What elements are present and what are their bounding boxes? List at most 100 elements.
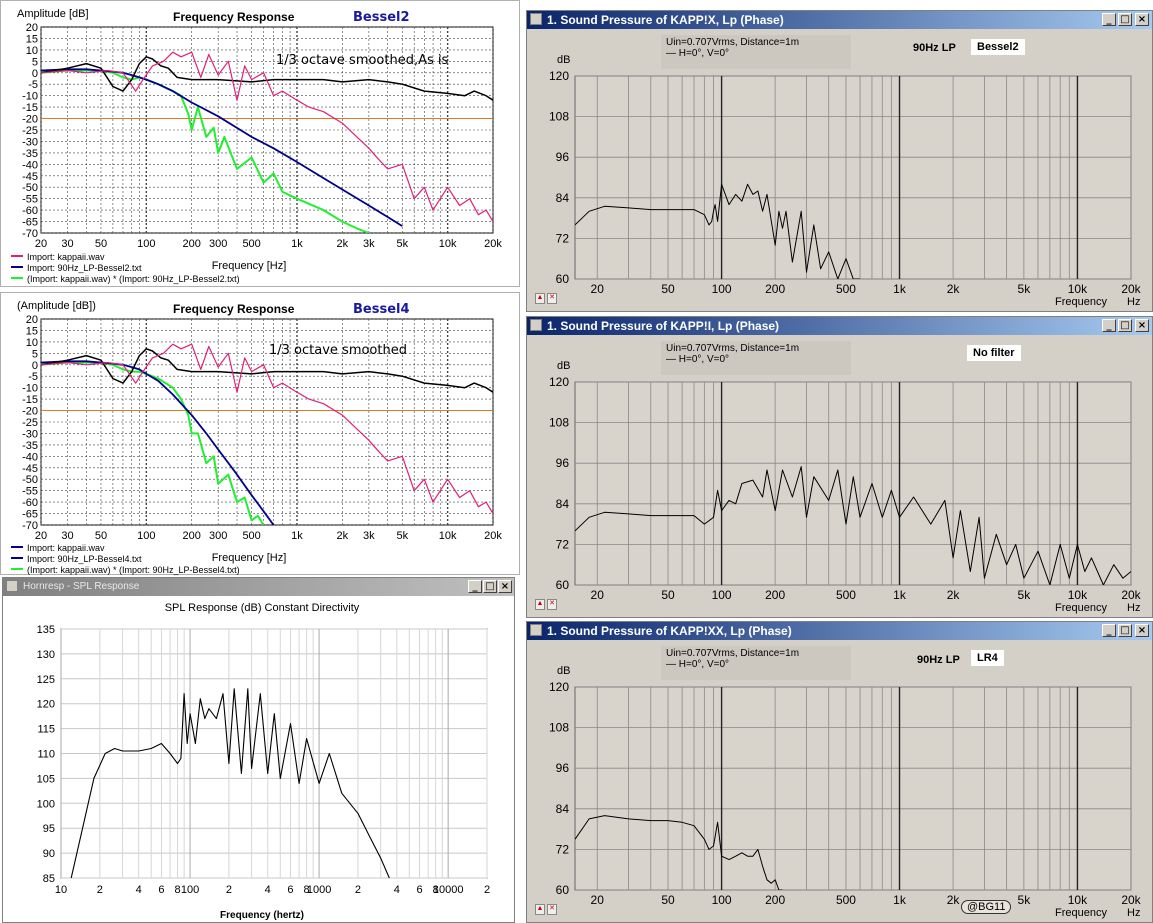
annotation: 1/3 octave smoothed bbox=[269, 343, 407, 358]
scroll-up-icon[interactable]: ▲ bbox=[535, 293, 545, 304]
y-tick-label: -60 bbox=[22, 497, 38, 509]
y-axis-label: Amplitude [dB] bbox=[17, 8, 89, 20]
x-tick-label: 30 bbox=[61, 530, 73, 542]
y-tick-label: 72 bbox=[556, 231, 570, 245]
x-tick-label: 10k bbox=[1068, 588, 1088, 602]
settings-icon[interactable]: ✕ bbox=[547, 599, 557, 610]
filter-tag: Bessel2 bbox=[971, 39, 1025, 55]
x-tick-label: 5k bbox=[1018, 588, 1032, 602]
y-tick-label: 10 bbox=[26, 45, 38, 57]
x-tick-label: 10k bbox=[1068, 282, 1088, 296]
y-tick-label: -35 bbox=[22, 148, 38, 160]
y-tick-label: 110 bbox=[37, 749, 55, 761]
x-tick-label: 200 bbox=[765, 282, 785, 296]
x-tick-label: 2 bbox=[226, 884, 232, 896]
series-line bbox=[41, 360, 275, 525]
info-line: — H=0°, V=0° bbox=[666, 354, 730, 365]
minimize-button[interactable]: _ bbox=[468, 580, 482, 593]
legend-item: Import: 90Hz_LP-Bessel2.txt bbox=[11, 263, 142, 273]
x-tick-label: 5k bbox=[1018, 893, 1032, 907]
y-tick-label: -15 bbox=[22, 394, 38, 406]
x-tick-label: 10k bbox=[439, 238, 457, 250]
y-axis-label: dB bbox=[557, 665, 570, 677]
close-button[interactable]: × bbox=[1135, 319, 1149, 332]
info-line: — H=0°, V=0° bbox=[666, 659, 730, 670]
settings-icon[interactable]: ✕ bbox=[547, 904, 557, 915]
x-axis-label: Frequency bbox=[1055, 602, 1107, 614]
x-tick-label: 2k bbox=[337, 530, 349, 542]
maximize-button[interactable]: □ bbox=[1118, 624, 1132, 637]
y-tick-label: -25 bbox=[22, 417, 38, 429]
x-tick-label: 50 bbox=[661, 588, 675, 602]
spl-titlebar[interactable]: 1. Sound Pressure of KAPP!XX, Lp (Phase)… bbox=[527, 622, 1152, 640]
y-tick-label: -60 bbox=[22, 205, 38, 217]
app-icon bbox=[6, 580, 18, 592]
filter-tag: No filter bbox=[967, 345, 1021, 361]
series-line bbox=[41, 343, 493, 514]
y-tick-label: -40 bbox=[22, 451, 38, 463]
minimize-button[interactable]: _ bbox=[1102, 624, 1116, 637]
x-tick-label: 2k bbox=[337, 238, 349, 250]
maximize-button[interactable]: □ bbox=[1118, 13, 1132, 26]
y-tick-label: 20 bbox=[26, 314, 38, 326]
minimize-button[interactable]: _ bbox=[1102, 13, 1116, 26]
y-tick-label: 90 bbox=[43, 848, 55, 860]
x-tick-label: 20 bbox=[35, 238, 47, 250]
settings-icon[interactable]: ✕ bbox=[547, 293, 557, 304]
spl-titlebar[interactable]: 1. Sound Pressure of KAPP!I, Lp (Phase) … bbox=[527, 317, 1152, 335]
y-axis-label: dB bbox=[557, 360, 570, 372]
spl-window-bessel2: 1. Sound Pressure of KAPP!X, Lp (Phase) … bbox=[526, 10, 1153, 312]
x-tick-label: 200 bbox=[182, 530, 200, 542]
maximize-button[interactable]: □ bbox=[1118, 319, 1132, 332]
minimize-button[interactable]: _ bbox=[1102, 319, 1116, 332]
measurement-info: Uin=0.707Vrms, Distance=1m — H=0°, V=0° bbox=[661, 646, 851, 680]
close-button[interactable]: × bbox=[1135, 624, 1149, 637]
y-tick-label: -45 bbox=[22, 171, 38, 183]
y-tick-label: -30 bbox=[22, 428, 38, 440]
x-tick-label: 4 bbox=[265, 884, 271, 896]
x-tick-label: 5k bbox=[396, 530, 408, 542]
x-tick-label: 1000 bbox=[307, 884, 331, 896]
x-axis-unit: Hz bbox=[1127, 296, 1140, 308]
x-tick-label: 100 bbox=[137, 238, 155, 250]
y-tick-label: 60 bbox=[556, 578, 570, 592]
x-tick-label: 4 bbox=[136, 884, 142, 896]
maximize-button[interactable]: □ bbox=[483, 580, 497, 593]
x-tick-label: 500 bbox=[836, 893, 856, 907]
x-tick-label: 3k bbox=[363, 530, 375, 542]
x-tick-label: 2 bbox=[484, 884, 490, 896]
y-tick-label: -65 bbox=[22, 509, 38, 521]
x-tick-label: 10k bbox=[439, 530, 457, 542]
x-tick-label: 5k bbox=[1018, 282, 1032, 296]
spl-titlebar[interactable]: 1. Sound Pressure of KAPP!X, Lp (Phase) … bbox=[527, 11, 1152, 29]
measurement-info: Uin=0.707Vrms, Distance=1m — H=0°, V=0° bbox=[661, 341, 851, 375]
hornresp-titlebar[interactable]: Hornresp - SPL Response _ □ × bbox=[3, 578, 514, 596]
info-line: Uin=0.707Vrms, Distance=1m bbox=[666, 343, 800, 354]
window-title: 1. Sound Pressure of KAPP!XX, Lp (Phase) bbox=[547, 624, 792, 638]
x-tick-label: 2 bbox=[355, 884, 361, 896]
y-tick-label: -10 bbox=[22, 383, 38, 395]
arta-chart-bessel2: 20151050-5-10-15-20-25-30-35-40-45-50-55… bbox=[17, 8, 502, 272]
x-tick-label: 4 bbox=[394, 884, 400, 896]
x-tick-label: 20k bbox=[1121, 588, 1141, 602]
y-tick-label: -45 bbox=[22, 463, 38, 475]
y-tick-label: 100 bbox=[37, 798, 55, 810]
chart-title: Frequency Response bbox=[173, 302, 295, 316]
app-icon bbox=[530, 13, 542, 25]
y-tick-label: 120 bbox=[549, 375, 569, 389]
scroll-up-icon[interactable]: ▲ bbox=[535, 904, 545, 915]
y-tick-label: 108 bbox=[549, 110, 569, 124]
scroll-up-icon[interactable]: ▲ bbox=[535, 599, 545, 610]
x-tick-label: 50 bbox=[661, 893, 675, 907]
close-button[interactable]: × bbox=[1135, 13, 1149, 26]
x-tick-label: 20k bbox=[484, 530, 502, 542]
x-tick-label: 50 bbox=[95, 530, 107, 542]
x-tick-label: 100 bbox=[712, 893, 732, 907]
x-tick-label: 20 bbox=[591, 588, 605, 602]
y-tick-label: -30 bbox=[22, 136, 38, 148]
legend-item: (Import: kappaii.wav) * (Import: 90Hz_LP… bbox=[11, 565, 240, 575]
y-tick-label: 85 bbox=[43, 873, 55, 885]
spl-chart: 120 108 96 84 72 60 20 50 100 200 500 1k 2k 5k 10k 20k d… bbox=[549, 54, 1142, 308]
close-button[interactable]: × bbox=[498, 580, 512, 593]
plot-area bbox=[574, 381, 1132, 586]
